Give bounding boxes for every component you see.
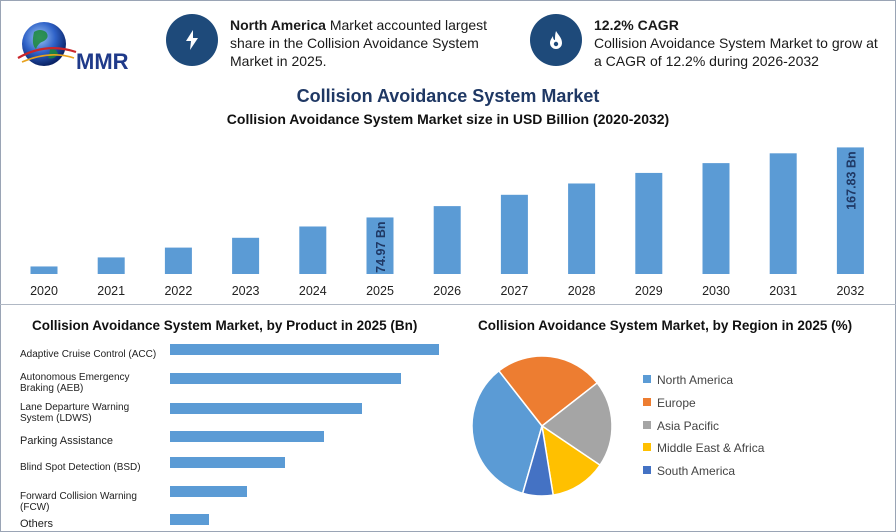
legend-swatch-1 [643,398,651,406]
bar-2032 [836,147,864,274]
product-label-0: Adaptive Cruise Control (ACC) [20,349,157,360]
legend-swatch-4 [643,466,651,474]
product-label-3: Parking Assistance [20,435,113,447]
bar-2021 [97,257,125,274]
product-label-1: Autonomous Emergency Braking (AEB) [20,372,130,394]
x-tick-2024: 2024 [299,284,327,298]
product-bar-3 [170,431,324,442]
bar-2020 [30,266,58,274]
logo-text: MMR [76,49,129,74]
bar-2025 [366,217,394,274]
bar-2027 [500,194,528,274]
data-label-2032: 167.83 Bn [844,151,858,209]
region-pie-chart [471,355,613,497]
x-tick-2029: 2029 [635,284,663,298]
legend-swatch-2 [643,421,651,429]
bar-2022 [164,247,192,274]
legend-item-1: Europe [643,396,696,410]
data-label-2025: 74.97 Bn [374,221,388,272]
x-tick-2028: 2028 [568,284,596,298]
legend-label-0: North America [657,373,734,387]
product-label-5: Forward Collision Warning (FCW) [20,491,137,513]
product-bar-1 [170,373,401,384]
info-cagr-bold: 12.2% CAGR [594,17,679,33]
bar-2024 [299,226,327,274]
lightning-icon [166,14,218,66]
x-tick-2032: 2032 [836,284,864,298]
product-label-2: Lane Departure Warning System (LDWS) [20,402,130,424]
main-chart-title: Collision Avoidance System Market [296,86,600,106]
bar-2029 [635,172,663,274]
region-chart-title: Collision Avoidance System Market, by Re… [478,318,853,333]
legend-item-3: Middle East & Africa [643,441,764,455]
legend-item-0: North America [643,373,733,387]
bar-2026 [433,206,461,274]
product-bar-4 [170,457,285,468]
legend-label-1: Europe [657,396,696,410]
section-divider [0,304,896,305]
x-tick-2022: 2022 [164,284,192,298]
bar-2028 [568,183,596,274]
bar-2031 [769,153,797,274]
info-north-america: North America Market accounted largest s… [230,16,505,70]
product-bar-2 [170,403,362,414]
pie-slice-4 [521,425,555,497]
x-tick-2023: 2023 [232,284,260,298]
x-tick-2030: 2030 [702,284,730,298]
x-tick-2031: 2031 [769,284,797,298]
product-bar-0 [170,344,439,355]
product-label-4: Blind Spot Detection (BSD) [20,462,141,473]
mmr-logo: MMR [17,22,129,74]
legend-label-3: Middle East & Africa [657,441,765,455]
market-size-chart: 2020 2021 2022 2023 2024 2025 74.97 Bn 2026 2027… [30,147,864,298]
legend-swatch-3 [643,443,651,451]
pie-slice-3 [540,424,602,496]
pie-slice-2 [540,381,613,467]
x-tick-2027: 2027 [500,284,528,298]
product-bar-6 [170,514,209,525]
product-bar-5 [170,486,247,497]
bar-2023 [232,237,260,274]
info-north-america-bold: North America [230,17,326,33]
info-cagr-text: Collision Avoidance System Market to gro… [594,35,878,69]
info-north-america-text: Market accounted largest share in the Co… [230,17,488,69]
x-tick-2025: 2025 [366,284,394,298]
pie-slice-1 [497,355,599,428]
legend-label-4: South America [657,464,736,478]
legend-swatch-0 [643,375,651,383]
bar-2030 [702,163,730,274]
legend-label-2: Asia Pacific [657,419,720,433]
legend-item-4: South America [643,464,735,478]
x-tick-2020: 2020 [30,284,58,298]
legend-item-2: Asia Pacific [643,419,719,433]
x-tick-2021: 2021 [97,284,125,298]
pie-slice-0 [471,369,543,495]
product-label-6: Others [20,518,54,530]
product-chart-title: Collision Avoidance System Market, by Pr… [32,318,418,333]
info-cagr: 12.2% CAGR Collision Avoidance System Ma… [594,16,884,70]
main-chart-subtitle: Collision Avoidance System Market size i… [226,111,670,127]
flame-icon [530,14,582,66]
x-tick-2026: 2026 [433,284,461,298]
